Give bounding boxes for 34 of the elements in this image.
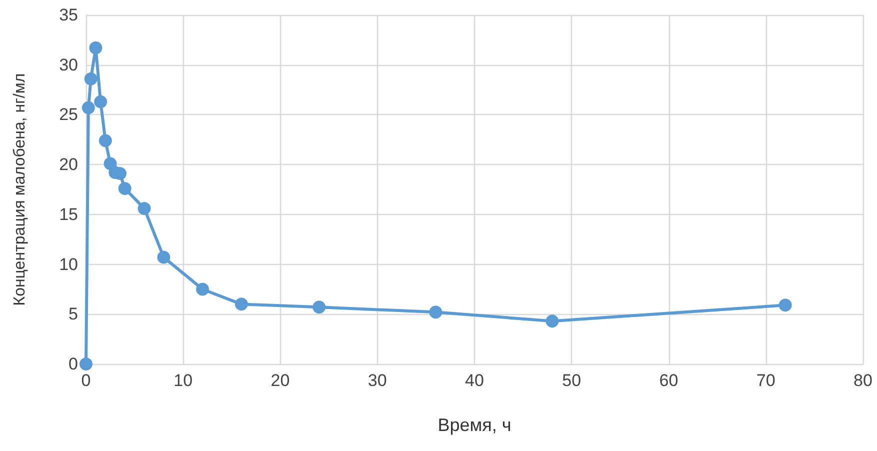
y-axis-title: Концентрация малобена, нг/мл xyxy=(12,73,28,306)
x-tick-label: 50 xyxy=(562,371,582,390)
point xyxy=(546,314,559,328)
y-tick-label: 30 xyxy=(59,55,78,74)
point xyxy=(118,182,132,195)
point xyxy=(80,358,92,370)
y-tick-label: 20 xyxy=(59,155,78,174)
point xyxy=(234,298,248,311)
x-tick-label: 10 xyxy=(174,371,193,390)
x-tick-label: 70 xyxy=(756,371,776,390)
x-tick-label: 60 xyxy=(659,371,678,390)
y-tick-label: 0 xyxy=(68,354,78,374)
y-tick-label: 15 xyxy=(59,204,78,224)
x-tick-label: 20 xyxy=(270,371,290,390)
y-tick-label: 35 xyxy=(59,6,78,24)
point xyxy=(778,298,792,312)
point xyxy=(312,300,326,314)
point xyxy=(429,306,442,319)
point xyxy=(82,101,95,114)
x-tick-label: 40 xyxy=(465,371,484,390)
point xyxy=(138,202,151,215)
x-tick-label: 0 xyxy=(81,371,91,390)
point xyxy=(98,134,112,148)
point xyxy=(89,41,102,54)
point xyxy=(157,250,170,264)
x-tick-label: 80 xyxy=(854,371,872,390)
y-tick-label: 5 xyxy=(68,304,78,324)
x-axis-title: Время, ч xyxy=(438,415,512,435)
point xyxy=(196,282,210,296)
point xyxy=(94,95,108,108)
y-tick-label: 10 xyxy=(59,254,78,274)
y-tick-label: 25 xyxy=(59,105,78,124)
x-tick-label: 30 xyxy=(368,371,387,390)
point xyxy=(84,72,98,86)
